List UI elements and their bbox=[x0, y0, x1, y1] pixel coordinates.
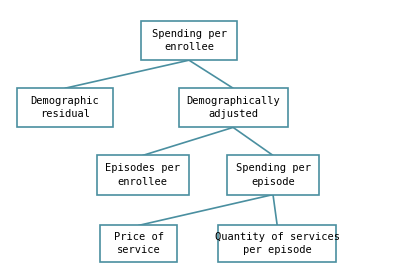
Text: Quantity of services
per episode: Quantity of services per episode bbox=[215, 232, 340, 255]
Text: Episodes per
enrollee: Episodes per enrollee bbox=[105, 164, 180, 186]
Text: Spending per
enrollee: Spending per enrollee bbox=[152, 29, 226, 52]
FancyBboxPatch shape bbox=[218, 225, 336, 262]
FancyBboxPatch shape bbox=[227, 155, 319, 195]
Text: Demographically
adjusted: Demographically adjusted bbox=[186, 96, 280, 119]
FancyBboxPatch shape bbox=[97, 155, 189, 195]
Text: Demographic
residual: Demographic residual bbox=[31, 96, 100, 119]
FancyBboxPatch shape bbox=[178, 88, 288, 127]
FancyBboxPatch shape bbox=[17, 88, 113, 127]
Text: Price of
service: Price of service bbox=[113, 232, 164, 255]
FancyBboxPatch shape bbox=[100, 225, 177, 262]
FancyBboxPatch shape bbox=[141, 21, 237, 60]
Text: Spending per
episode: Spending per episode bbox=[236, 164, 310, 186]
